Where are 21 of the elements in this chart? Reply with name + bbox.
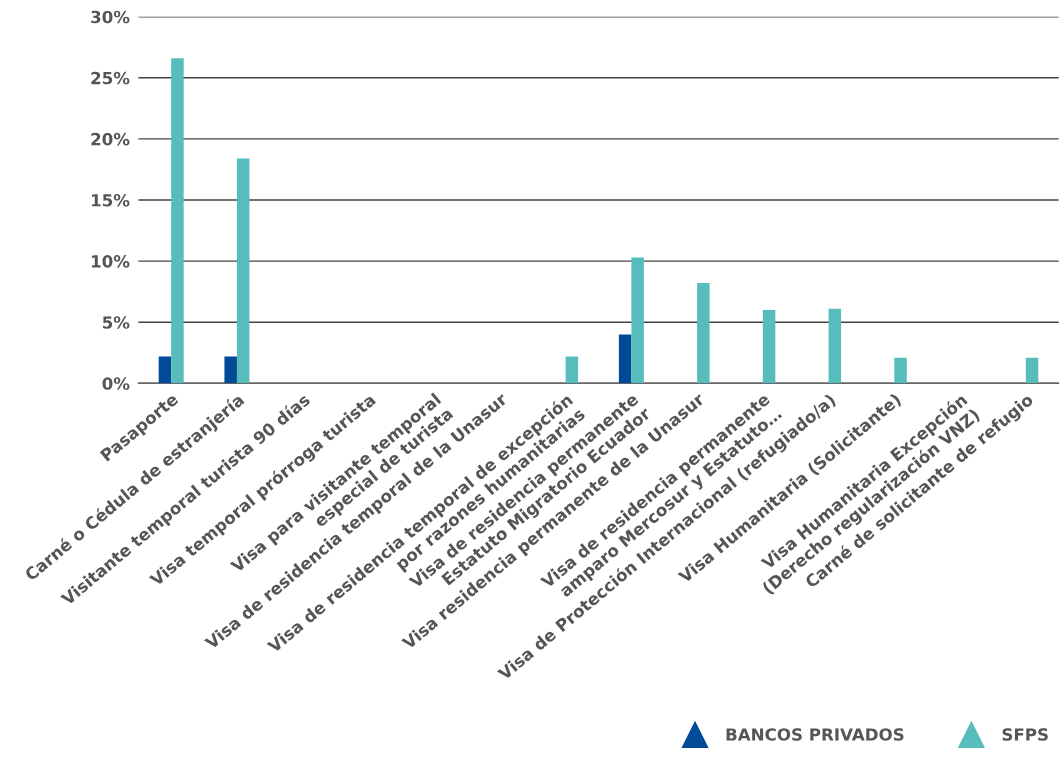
bar xyxy=(158,356,172,384)
y-tick-label: 5% xyxy=(102,316,130,329)
y-tick-label: 10% xyxy=(91,255,130,268)
y-tick-label: 0% xyxy=(102,377,130,390)
y-tick-label: 15% xyxy=(91,193,130,207)
bar xyxy=(828,308,842,384)
y-tick-label: 20% xyxy=(91,132,130,146)
bar xyxy=(171,58,184,384)
legend-label: SFPS xyxy=(1002,728,1048,741)
bar xyxy=(1025,357,1039,384)
bar xyxy=(631,257,644,384)
bar xyxy=(618,334,632,384)
legend-label: BANCOS PRIVADOS xyxy=(726,728,904,741)
bar xyxy=(894,357,907,384)
bar xyxy=(565,356,579,384)
y-tick-label: 25% xyxy=(91,71,130,85)
bar xyxy=(224,356,237,384)
bar xyxy=(236,158,250,384)
bar xyxy=(762,309,776,384)
y-tick-label: 30% xyxy=(91,10,130,24)
bar xyxy=(697,283,710,384)
